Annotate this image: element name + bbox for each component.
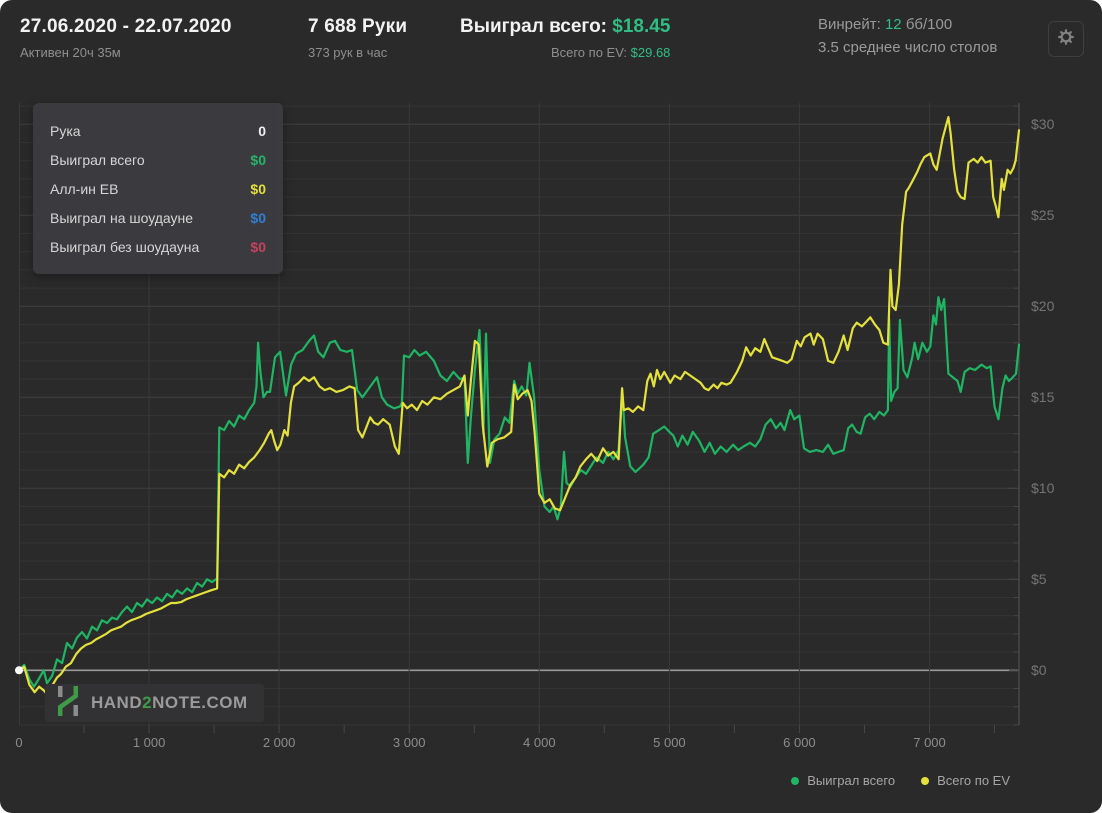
- tooltip-row: Алл-ин ЕВ $0: [33, 174, 283, 203]
- hands-per-hour: 373 рук в час: [308, 45, 388, 60]
- legend-item[interactable]: Всего по EV: [921, 773, 1010, 788]
- tooltip-row-value: $0: [250, 238, 266, 255]
- y-axis-tick-label: $0: [1031, 662, 1047, 679]
- legend-color-dot: [921, 776, 930, 785]
- x-axis-tick-label: 7 000: [913, 735, 946, 750]
- tooltip-row-value: $0: [250, 209, 266, 226]
- legend-color-dot: [791, 776, 800, 785]
- x-axis-tick-label: 4 000: [523, 735, 556, 750]
- winrate-label: Винрейт:: [818, 16, 881, 33]
- x-axis-tick-label: 2 000: [262, 735, 296, 750]
- gear-icon: [1056, 27, 1076, 52]
- tooltip-row-label: Рука: [50, 122, 81, 139]
- y-axis-tick-label: $15: [1031, 389, 1055, 406]
- y-axis-tick-label: $30: [1031, 116, 1055, 133]
- tooltip-row: Рука 0: [33, 116, 283, 145]
- legend-item[interactable]: Выиграл всего: [791, 773, 895, 788]
- y-axis-tick-label: $10: [1031, 480, 1055, 497]
- x-axis-tick-label: 3 000: [392, 735, 426, 750]
- ev-total-label: Всего по EV:: [550, 45, 628, 60]
- won-total-line: Выиграл всего: $18.45: [460, 16, 670, 38]
- tooltip-row: Выиграл без шоудауна $0: [33, 232, 283, 261]
- session-active-time: Активен 20ч 35м: [20, 45, 121, 60]
- y-axis-tick-label: $20: [1031, 298, 1055, 315]
- chart-hover-tooltip: Рука 0 Выиграл всего $0 Алл-ин ЕВ $0 Выигра…: [33, 103, 283, 274]
- x-axis-tick-label: 0: [15, 735, 23, 750]
- session-date-block: 27.06.2020 - 22.07.2020 Активен 20ч 35м: [20, 16, 232, 60]
- winnings-stat-block: Выиграл всего: $18.45 Всего по EV: $29.6…: [460, 16, 670, 60]
- hands-stat-block: 7 688 Руки 373 рук в час: [308, 16, 407, 60]
- hand2note-watermark: HAND2NOTE.COM: [45, 684, 264, 722]
- x-axis-tick-label: 5 000: [653, 735, 686, 750]
- won-total-value: $18.45: [612, 16, 671, 37]
- y-axis-tick-label: $5: [1031, 571, 1047, 588]
- ev-total-value: $29.68: [630, 45, 671, 60]
- chart-legend: Выиграл всего Всего по EV: [791, 773, 1010, 788]
- ev-total-line: Всего по EV: $29.68: [460, 45, 670, 60]
- winrate-stat-block: Винрейт: 12 бб/100 3.5 среднее число сто…: [818, 16, 997, 56]
- x-axis-tick-label: 1 000: [132, 735, 166, 750]
- tooltip-row-value: 0: [258, 122, 266, 139]
- settings-button[interactable]: [1048, 21, 1084, 57]
- tooltip-row-value: $0: [250, 151, 266, 168]
- tooltip-row-value: $0: [250, 180, 266, 197]
- winrate-suffix: бб/100: [905, 16, 953, 33]
- winrate-line: Винрейт: 12 бб/100: [818, 16, 997, 33]
- tooltip-row-label: Алл-ин ЕВ: [50, 180, 119, 197]
- legend-item-label: Всего по EV: [937, 773, 1010, 788]
- x-axis-tick-label: 6 000: [783, 735, 816, 750]
- legend-item-label: Выиграл всего: [807, 773, 896, 788]
- hand2note-logo-icon: [55, 685, 81, 722]
- avg-tables: 3.5 среднее число столов: [818, 39, 998, 56]
- won-total-label: Выиграл всего:: [460, 16, 607, 37]
- tooltip-row-label: Выиграл всего: [50, 151, 145, 168]
- tooltip-row: Выиграл на шоудауне $0: [33, 203, 283, 232]
- hand2note-logo-text: HAND2NOTE.COM: [91, 693, 248, 712]
- tooltip-row: Выиграл всего $0: [33, 145, 283, 174]
- y-axis-tick-label: $25: [1031, 207, 1055, 224]
- hands-total: 7 688 Руки: [308, 16, 408, 37]
- session-date-range: 27.06.2020 - 22.07.2020: [20, 16, 232, 37]
- tooltip-row-label: Выиграл без шоудауна: [50, 238, 200, 255]
- winrate-value: 12: [884, 16, 902, 33]
- tooltip-row-label: Выиграл на шоудауне: [50, 209, 194, 226]
